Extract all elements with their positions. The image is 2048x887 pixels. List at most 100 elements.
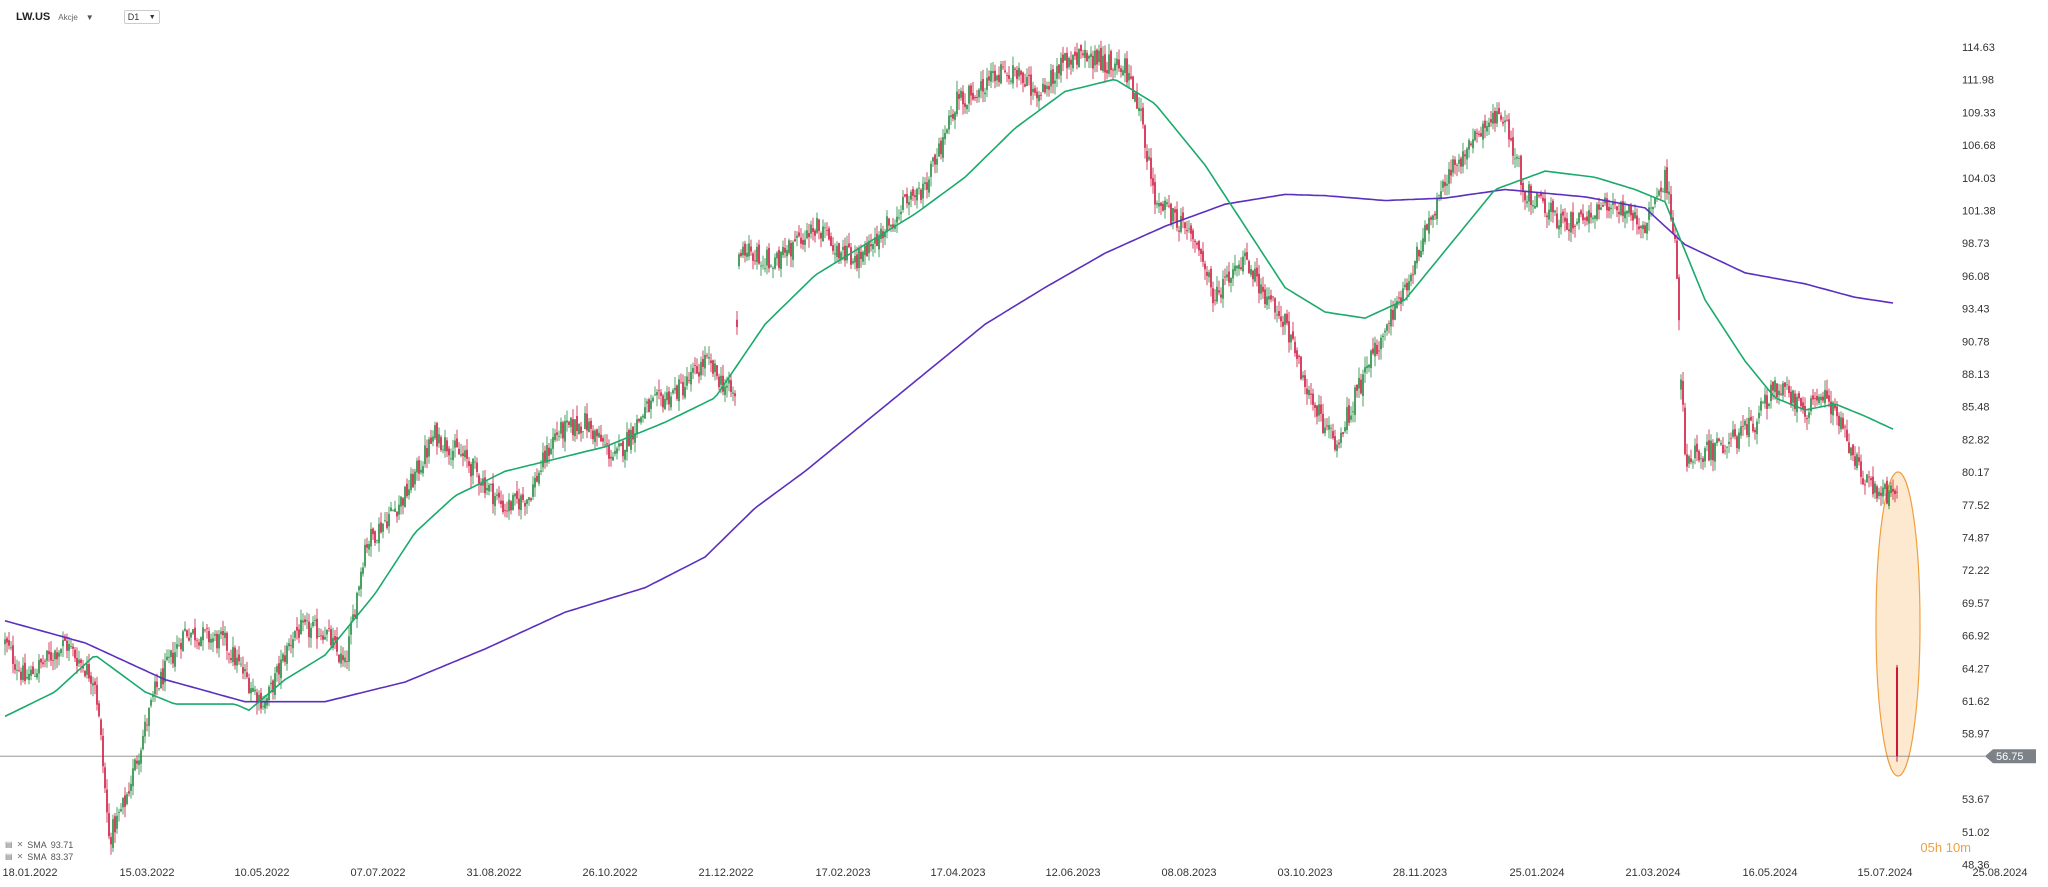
- candle: [178, 637, 180, 647]
- candle: [1584, 216, 1586, 227]
- candle: [78, 650, 80, 668]
- candle: [1886, 476, 1888, 505]
- candle: [1330, 424, 1332, 439]
- candle: [1410, 272, 1412, 287]
- candle: [1300, 355, 1302, 381]
- candle: [1640, 224, 1642, 239]
- candle: [978, 87, 980, 103]
- candle: [1460, 156, 1462, 174]
- candle: [166, 649, 168, 662]
- candle: [36, 668, 38, 680]
- candle: [1698, 449, 1700, 463]
- candle: [326, 628, 328, 642]
- candle: [560, 417, 562, 439]
- candle: [92, 676, 94, 697]
- candle: [1236, 265, 1238, 277]
- candle: [1118, 49, 1120, 73]
- candle: [600, 425, 602, 442]
- candle: [228, 652, 230, 664]
- candle: [1360, 373, 1362, 395]
- candle: [392, 509, 394, 512]
- x-tick-label: 26.10.2022: [582, 867, 637, 879]
- candle: [868, 234, 870, 261]
- candle: [400, 495, 402, 515]
- candle: [72, 643, 74, 657]
- y-tick-label: 109.33: [1962, 107, 1996, 119]
- candle: [1532, 200, 1534, 214]
- candle: [984, 87, 986, 102]
- candle: [1006, 72, 1008, 83]
- timeframe-select[interactable]: D1 ▼: [123, 10, 160, 24]
- symbol-dropdown-icon[interactable]: ▼: [85, 12, 94, 22]
- candle: [1776, 383, 1778, 404]
- candle: [42, 655, 44, 668]
- candle: [134, 757, 136, 772]
- candle: [870, 233, 872, 252]
- candle: [410, 467, 412, 494]
- candle: [1862, 470, 1864, 485]
- candle: [1112, 67, 1114, 81]
- candle: [1382, 332, 1384, 348]
- candle: [1248, 259, 1250, 274]
- candle: [1354, 384, 1356, 423]
- candle: [1310, 382, 1312, 405]
- candle: [1820, 393, 1822, 407]
- close-icon[interactable]: ✕: [16, 852, 24, 861]
- candle: [1402, 281, 1404, 307]
- candle: [702, 350, 704, 376]
- candle: [1496, 102, 1498, 128]
- candle: [678, 374, 680, 412]
- candle: [356, 591, 358, 628]
- candle: [834, 243, 836, 264]
- candle: [1762, 400, 1764, 404]
- candle: [176, 635, 178, 658]
- candle: [1802, 396, 1804, 414]
- candle: [1142, 102, 1144, 129]
- candle: [828, 226, 830, 241]
- candle: [366, 537, 368, 554]
- candle: [1838, 412, 1840, 435]
- candle: [860, 244, 862, 268]
- candle: [170, 649, 172, 665]
- candle: [1122, 65, 1124, 76]
- candle: [1268, 287, 1270, 310]
- candle: [622, 439, 624, 463]
- candle: [342, 647, 344, 667]
- candle: [1778, 383, 1780, 405]
- settings-icon[interactable]: ▤: [5, 840, 13, 849]
- candle: [754, 249, 756, 265]
- candle: [470, 461, 472, 488]
- candle: [536, 468, 538, 483]
- candle: [1544, 189, 1546, 218]
- candle: [274, 666, 276, 700]
- candle: [1046, 81, 1048, 97]
- x-tick-label: 12.06.2023: [1045, 867, 1100, 879]
- candle: [1710, 434, 1712, 466]
- candle: [1074, 46, 1076, 60]
- candle: [1214, 289, 1216, 306]
- candle: [320, 628, 322, 641]
- candle: [1426, 223, 1428, 231]
- candle: [1602, 200, 1604, 208]
- candle: [1320, 395, 1322, 422]
- candle: [108, 803, 110, 840]
- candle: [866, 236, 868, 257]
- candle: [348, 626, 350, 672]
- candle: [1726, 446, 1728, 459]
- close-icon[interactable]: ✕: [16, 840, 24, 849]
- candle: [1616, 205, 1618, 217]
- settings-icon[interactable]: ▤: [5, 852, 13, 861]
- candle: [936, 148, 938, 173]
- candle: [1488, 117, 1490, 136]
- candle: [638, 418, 640, 424]
- candle: [426, 439, 428, 469]
- candle: [1830, 390, 1832, 424]
- candle: [298, 624, 300, 644]
- candle: [944, 125, 946, 145]
- candle: [1764, 387, 1766, 409]
- candle: [1312, 388, 1314, 411]
- candle: [692, 362, 694, 380]
- candle: [1344, 421, 1346, 434]
